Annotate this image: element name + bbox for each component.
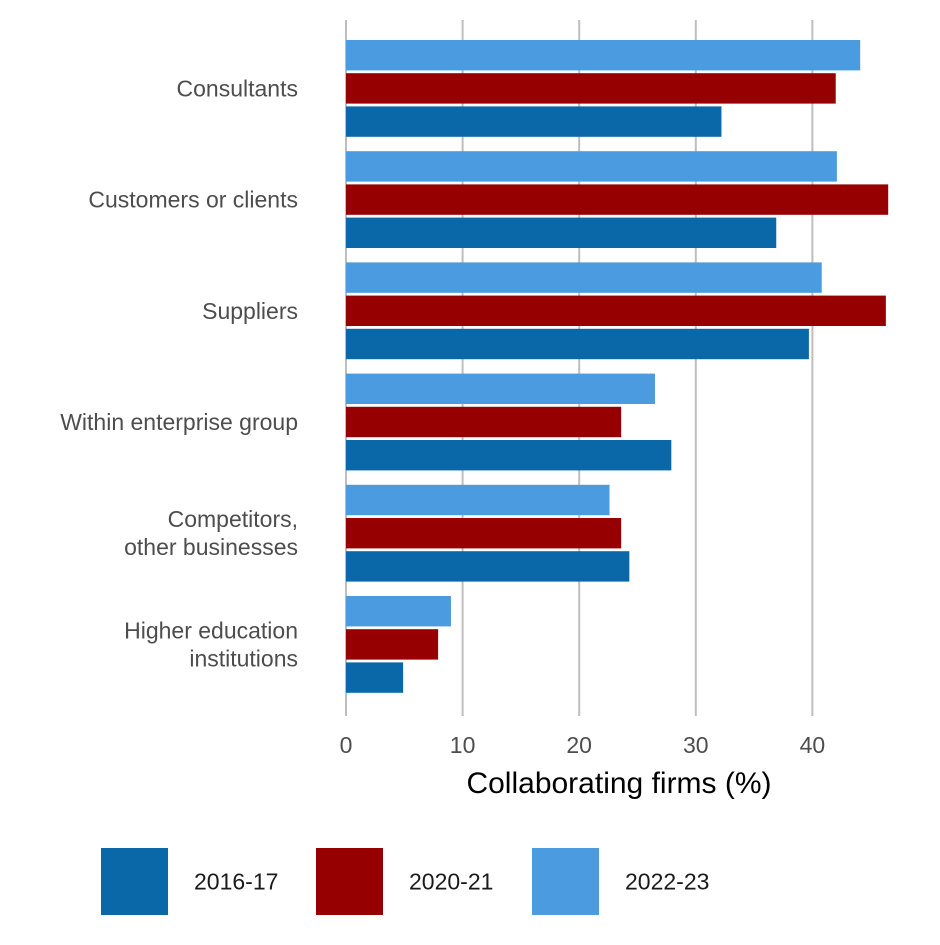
bar-2016-17-1 [346, 217, 777, 248]
bar-2016-17-4 [346, 551, 630, 582]
legend: 2016-17 2020-21 2022-23 [101, 848, 709, 915]
x-tick-label-30: 30 [683, 732, 709, 758]
bar-2020-21-3 [346, 406, 622, 438]
x-tick-label-0: 0 [340, 732, 353, 758]
x-tick-labels: 0 10 20 30 40 [340, 732, 826, 758]
x-tick-label-10: 10 [450, 732, 476, 758]
category-label-3-0: Within enterprise group [60, 409, 298, 435]
x-tick-label-40: 40 [800, 732, 826, 758]
bar-2022-23-1 [346, 151, 837, 182]
category-labels: Consultants Customers or clients Suppliers… [60, 75, 298, 671]
bar-2022-23-3 [346, 373, 655, 404]
category-label-1-0: Customers or clients [88, 187, 298, 213]
category-label-0-0: Consultants [177, 75, 298, 101]
legend-label-2020-21: 2020-21 [409, 869, 493, 895]
bar-2016-17-5 [346, 662, 404, 693]
bar-2016-17-3 [346, 440, 672, 471]
x-axis-title: Collaborating firms (%) [466, 767, 771, 800]
x-tick-label-20: 20 [566, 732, 592, 758]
bar-2016-17-2 [346, 328, 809, 360]
legend-swatch-2022-23 [532, 848, 599, 915]
bar-2016-17-0 [346, 106, 722, 137]
category-label-5-1: institutions [189, 645, 298, 671]
category-label-5-0: Higher education [124, 617, 298, 643]
bar-2020-21-0 [346, 73, 836, 104]
category-label-4-0: Competitors, [168, 506, 298, 532]
legend-label-2016-17: 2016-17 [194, 869, 278, 895]
category-label-4-1: other businesses [124, 534, 298, 560]
bar-2020-21-1 [346, 184, 889, 215]
bar-2022-23-2 [346, 262, 822, 293]
bar-2020-21-5 [346, 629, 439, 660]
legend-label-2022-23: 2022-23 [625, 869, 709, 895]
bar-2020-21-4 [346, 518, 622, 549]
category-label-2-0: Suppliers [202, 298, 298, 324]
bar-2020-21-2 [346, 295, 886, 326]
bar-2022-23-5 [346, 596, 451, 627]
bars [346, 40, 889, 693]
legend-swatch-2016-17 [101, 848, 168, 915]
legend-swatch-2020-21 [316, 848, 383, 915]
bar-2022-23-0 [346, 40, 861, 71]
bar-2022-23-4 [346, 484, 610, 516]
